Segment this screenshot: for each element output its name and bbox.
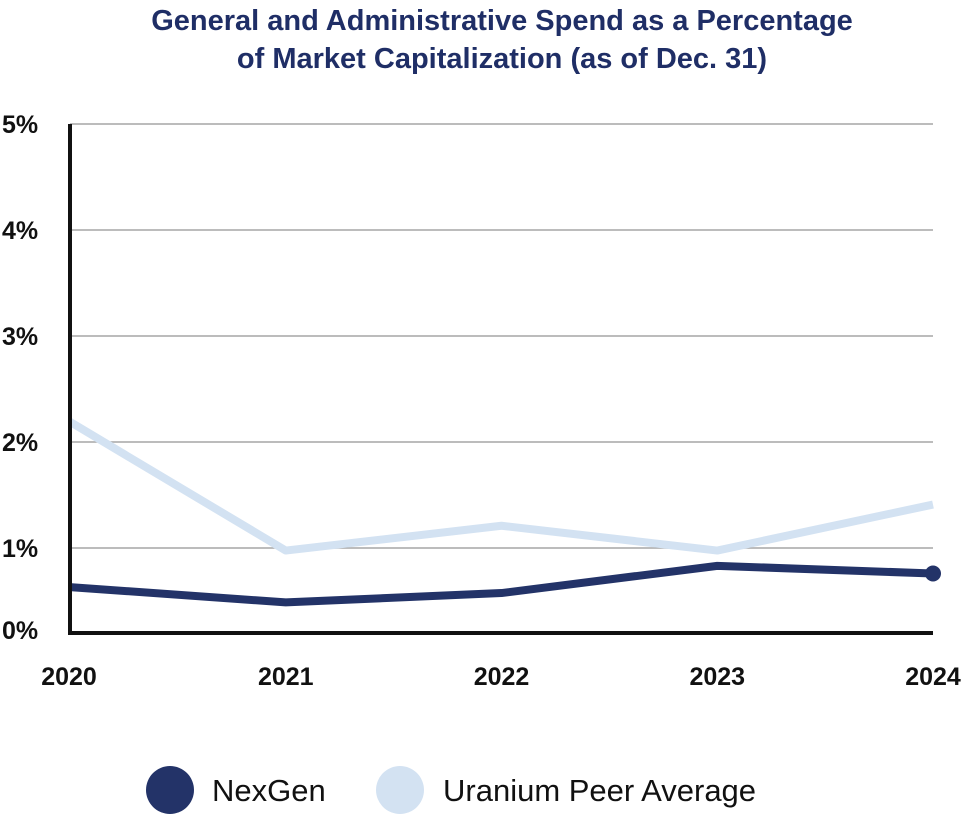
y-tick-label: 4% [2, 217, 38, 245]
x-tick-label: 2023 [689, 663, 745, 691]
x-tick-label: 2020 [41, 663, 97, 691]
y-axis-ticks: 0% 1% 2% 3% 4% 5% [2, 111, 38, 645]
data-point-nexgen [925, 565, 941, 582]
legend: NexGen Uranium Peer Average [146, 766, 756, 814]
x-tick-label: 2022 [474, 663, 530, 691]
axes [68, 124, 933, 635]
legend-label-uranium-peer-average: Uranium Peer Average [443, 773, 756, 808]
y-tick-label: 2% [2, 429, 38, 457]
series-lines [67, 418, 941, 607]
x-axis-ticks: 2020 2021 2022 2023 2024 [41, 663, 961, 691]
chart-title-line-2: of Market Capitalization (as of Dec. 31) [236, 43, 768, 75]
chart-title: General and Administrative Spend as a Pe… [0, 2, 967, 78]
legend-swatch-nexgen [146, 766, 194, 814]
y-tick-label: 5% [2, 111, 38, 139]
x-tick-label: 2024 [905, 663, 961, 691]
y-tick-label: 3% [2, 323, 38, 351]
legend-label-nexgen: NexGen [212, 773, 326, 808]
chart-title-line-1: General and Administrative Spend as a Pe… [151, 5, 853, 37]
gridlines [70, 123, 933, 549]
series-line-uranium-peer-average [67, 418, 934, 555]
y-tick-label: 0% [2, 617, 38, 645]
series-line-nexgen [69, 561, 934, 607]
y-tick-label: 1% [2, 535, 38, 563]
x-tick-label: 2021 [258, 663, 314, 691]
legend-swatch-uranium-peer-average [376, 766, 424, 814]
